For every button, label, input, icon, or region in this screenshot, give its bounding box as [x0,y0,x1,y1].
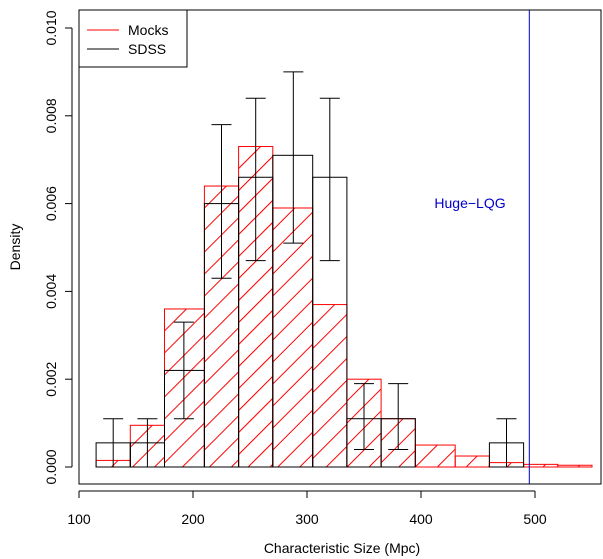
mocks-hatch [204,186,239,467]
error-bar [283,71,304,244]
error-bar [319,97,340,262]
mocks-hatch [238,146,273,467]
error-bar [173,321,194,420]
mocks-hatch [489,462,513,467]
error-bar [354,383,374,450]
x-axis-title: Characteristic Size (Mpc) [264,540,420,556]
mocks-hatch [415,445,456,467]
y-tick-label: 0.002 [43,361,59,396]
x-tick-label: 500 [523,511,547,527]
mocks-hatch [272,207,313,468]
x-tick-label: 100 [67,511,91,527]
mocks-bar [557,464,593,468]
legend-label: SDSS [128,41,166,57]
error-bar [103,418,124,468]
legend-label: Mocks [128,22,168,38]
sdss-bar [272,154,314,468]
plot-area [95,10,593,484]
error-bar [388,383,409,450]
axes: 100 200 300 400 500 0.000 0.002 0.004 0.006 0.008… [43,9,602,527]
y-tick-label: 0.000 [43,449,59,484]
error-bar [245,97,266,262]
y-axis-title: Density [7,224,23,271]
y-tick-label: 0.004 [43,274,59,309]
legend: Mocks SDSS [78,9,188,68]
mocks-series [95,146,593,468]
mocks-hatch [164,308,205,467]
error-bar [496,418,517,468]
x-tick-label: 200 [181,511,205,527]
mocks-bar [272,207,314,468]
mocks-hatch [312,304,347,467]
sdss-error-bars [103,71,517,468]
error-bar [137,418,158,468]
plot-frame [78,9,602,485]
mocks-hatch [523,464,547,467]
error-bar [211,124,232,279]
mocks-bar [414,444,456,468]
mocks-hatch [557,465,581,467]
x-tick-label: 300 [295,511,319,527]
legend-box [78,9,188,68]
y-tick-label: 0.010 [43,10,59,45]
mocks-hatch [455,456,490,467]
y-tick-label: 0.008 [43,98,59,133]
y-tick-label: 0.006 [43,186,59,221]
vline-annotation: Huge−LQG [434,195,505,211]
x-tick-label: 400 [409,511,433,527]
mocks-bar [523,463,559,468]
mocks-hatch [346,379,382,468]
mocks-hatch [130,425,165,468]
mocks-hatch [381,418,416,467]
